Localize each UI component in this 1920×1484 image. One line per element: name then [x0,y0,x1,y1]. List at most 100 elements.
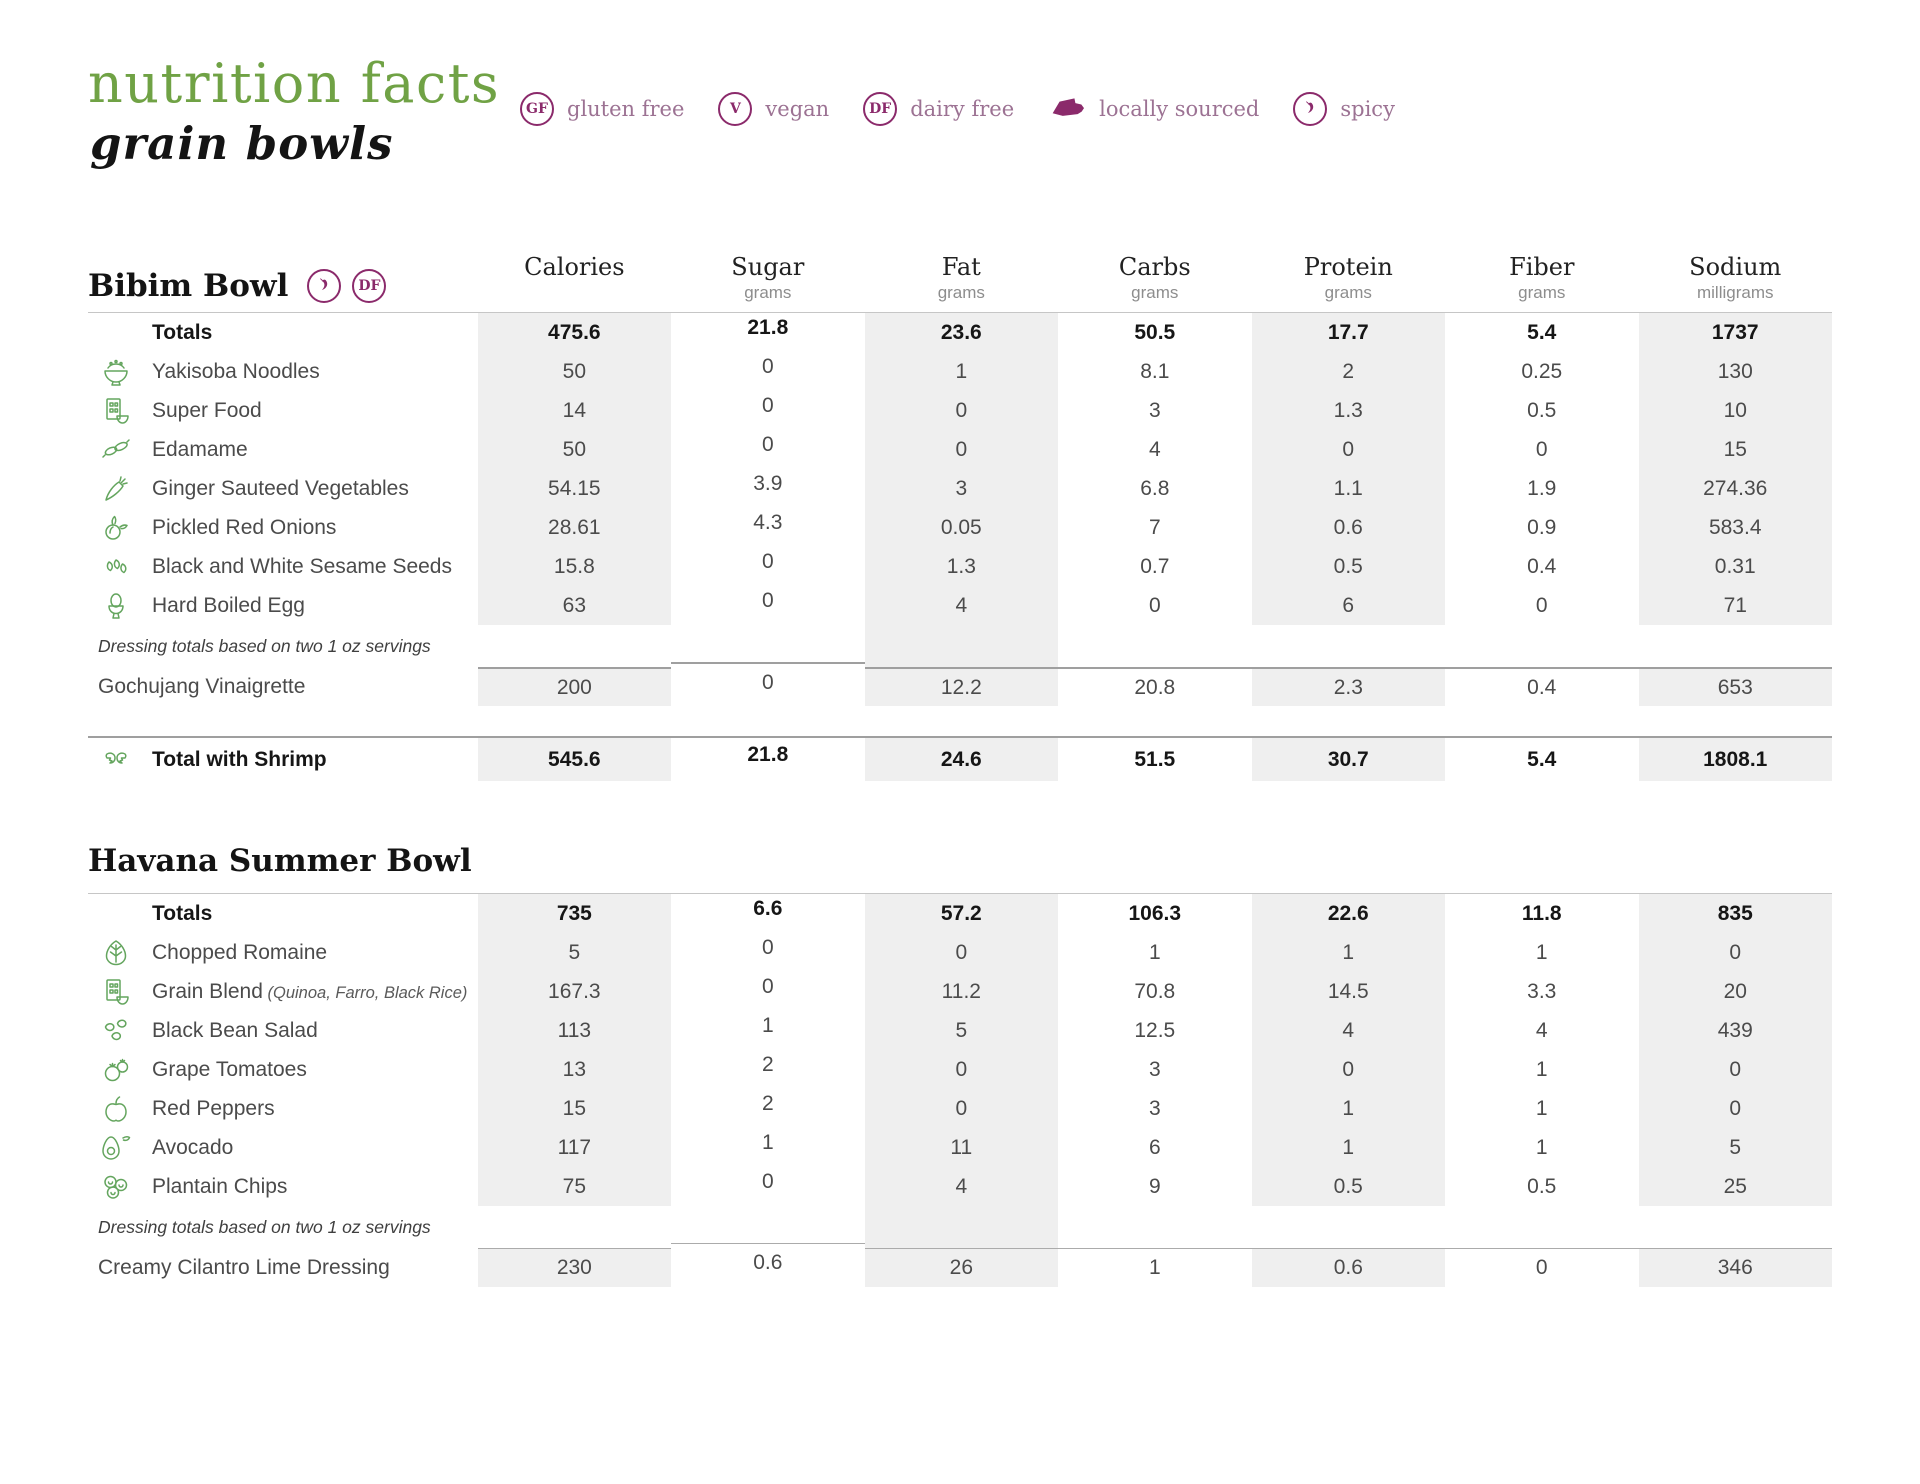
note-cell [671,625,864,667]
edamame-icon [98,434,134,466]
cell-value: 15 [1638,430,1832,469]
tables-container: Bibim Bowl DF Calories Sugar grams Fat grams Ca… [88,242,1832,1287]
cell-value: 0 [864,391,1059,430]
cell-value: 23.6 [864,313,1059,352]
cell-value: 106.3 [1128,901,1182,925]
cell-value: 5 [1638,1128,1832,1167]
column-header: Carbs grams [1058,253,1251,304]
cell-value: 583.4 [1638,508,1832,547]
section-gap [88,781,1832,843]
plantain-chips-icon [104,1175,128,1199]
cell-value: 1.3 [1251,391,1446,430]
note-cell [864,1206,1059,1248]
cell-value: 4.3 [753,510,783,534]
spicy-badge [307,269,342,303]
row-label: Gochujang Vinaigrette [98,674,306,698]
table-row: Super Food 14 0 0 3 1.3 0.5 10 [88,391,1832,430]
table-row: Ginger Sauteed Vegetables 54.15 3.9 3 6.8 1.1… [88,469,1832,508]
cell-value: 0.05 [864,508,1059,547]
column-label: Sugar [731,253,805,281]
cell-value: 25 [1638,1167,1832,1206]
cell-value: 1 [1148,940,1161,964]
row-label: Ginger Sauteed Vegetables [152,476,409,500]
cell-value: 54.15 [477,469,672,508]
noodle-bowl-icon [98,356,134,388]
note-cell [1445,625,1638,667]
cell-value: 653 [1638,667,1832,706]
cell-value: 14.5 [1251,972,1446,1011]
cell-value: 3 [1148,398,1161,422]
cell-value: 30.7 [1251,738,1446,781]
column-header: Fiber grams [1445,253,1638,304]
row-left: Edamame [88,430,478,469]
cell-value: 0 [761,935,774,959]
row-left: Black and White Sesame Seeds [88,547,478,586]
row-left: Hard Boiled Egg [88,586,478,625]
cell-value: 0 [864,430,1059,469]
table-row: Black Bean Salad 113 1 5 12.5 4 4 439 [88,1011,1832,1050]
onion-icon [98,512,134,544]
noodle-bowl-icon [104,359,128,386]
column-header: Calories [478,242,671,304]
note-cell [1252,1206,1445,1248]
shrimp-icon [105,751,127,764]
cell-value: 75 [477,1167,672,1206]
column-label: Sodium [1689,253,1782,281]
cell-value: 50.5 [1134,320,1176,344]
cell-value: 57.2 [864,894,1059,933]
egg-icon [98,590,134,622]
column-header: Sodium milligrams [1639,253,1832,304]
cell-value: 0 [864,1089,1059,1128]
dressing-row: Gochujang Vinaigrette 200 0 12.2 20.8 2.3 0.4 6… [88,662,1832,706]
cell-value: 0.6 [671,1243,865,1282]
cell-value: 2 [1251,352,1446,391]
cell-value: 1.1 [1251,469,1446,508]
cell-value: 5.4 [1527,747,1557,771]
pantry-icon [106,978,129,1005]
vegan-badge: V [718,92,753,126]
cell-value: 0 [1445,1248,1639,1287]
table-section: Bibim Bowl DF Calories Sugar grams Fat grams Ca… [88,242,1832,781]
cell-value: 6 [1148,1135,1161,1159]
row-left: Grain Blend (Quinoa, Farro, Black Rice) [88,972,478,1011]
cell-value: 1 [1058,1248,1252,1287]
cell-value: 1 [864,352,1059,391]
cell-value: 0 [761,974,774,998]
table-row: Avocado 117 1 11 6 1 1 5 [88,1128,1832,1167]
legend-item: DF dairy free [863,92,1014,126]
cell-value: 8.1 [1140,359,1170,383]
column-label: Fiber [1509,253,1575,281]
cell-value: 3.3 [1527,979,1557,1003]
cell-value: 475.6 [477,313,672,352]
column-header: Protein grams [1252,253,1445,304]
row-label: Grape Tomatoes [152,1057,307,1081]
row-left: Pickled Red Onions [88,508,478,547]
row-label: Yakisoba Noodles [152,359,320,383]
cell-value: 1.9 [1527,476,1557,500]
row-label: Black and White Sesame Seeds [152,554,452,578]
cell-value: 50 [477,430,672,469]
cell-value: 346 [1638,1248,1832,1287]
cell-value: 439 [1638,1011,1832,1050]
avocado-icon [98,1132,134,1164]
cell-value: 0 [864,1050,1059,1089]
gluten-free-badge: GF [520,92,554,126]
cell-value: 0 [1638,1050,1832,1089]
cell-value: 14 [477,391,672,430]
cell-value: 167.3 [477,972,672,1011]
cell-value: 0.9 [1527,515,1557,539]
plantain-chips-icon [98,1171,134,1203]
cell-value: 6.8 [1140,476,1170,500]
table-row: Edamame 50 0 0 4 0 0 15 [88,430,1832,469]
row-label: Total with Shrimp [152,747,327,771]
sesame-icon [98,551,134,583]
cell-value: 28.61 [477,508,672,547]
cell-value: 5.4 [1527,320,1557,344]
pepper-icon [1306,101,1314,114]
cell-value: 21.8 [747,742,789,766]
cell-value: 1 [1535,1057,1548,1081]
table-row: Totals 475.6 21.8 23.6 50.5 17.7 5.4 1737 [88,313,1832,352]
cell-value: 24.6 [864,738,1059,781]
